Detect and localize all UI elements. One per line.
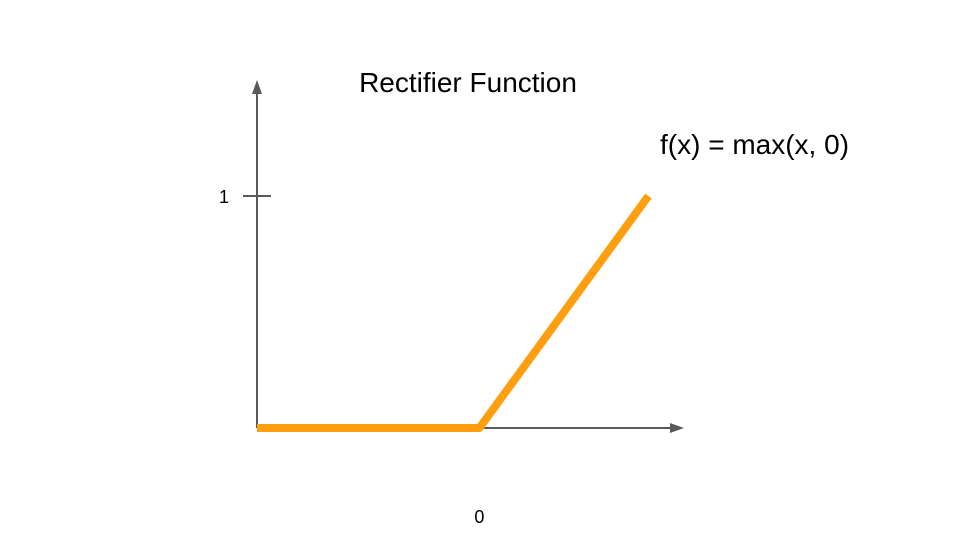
chart-title: Rectifier Function	[359, 67, 577, 98]
x-tick-label-0: 0	[474, 507, 484, 527]
formula-annotation: f(x) = max(x, 0)	[660, 129, 849, 160]
x-axis-arrowhead	[670, 423, 684, 433]
y-axis-arrowhead	[252, 80, 262, 94]
relu-series-line	[257, 193, 652, 432]
y-tick-label-1: 1	[219, 187, 229, 207]
